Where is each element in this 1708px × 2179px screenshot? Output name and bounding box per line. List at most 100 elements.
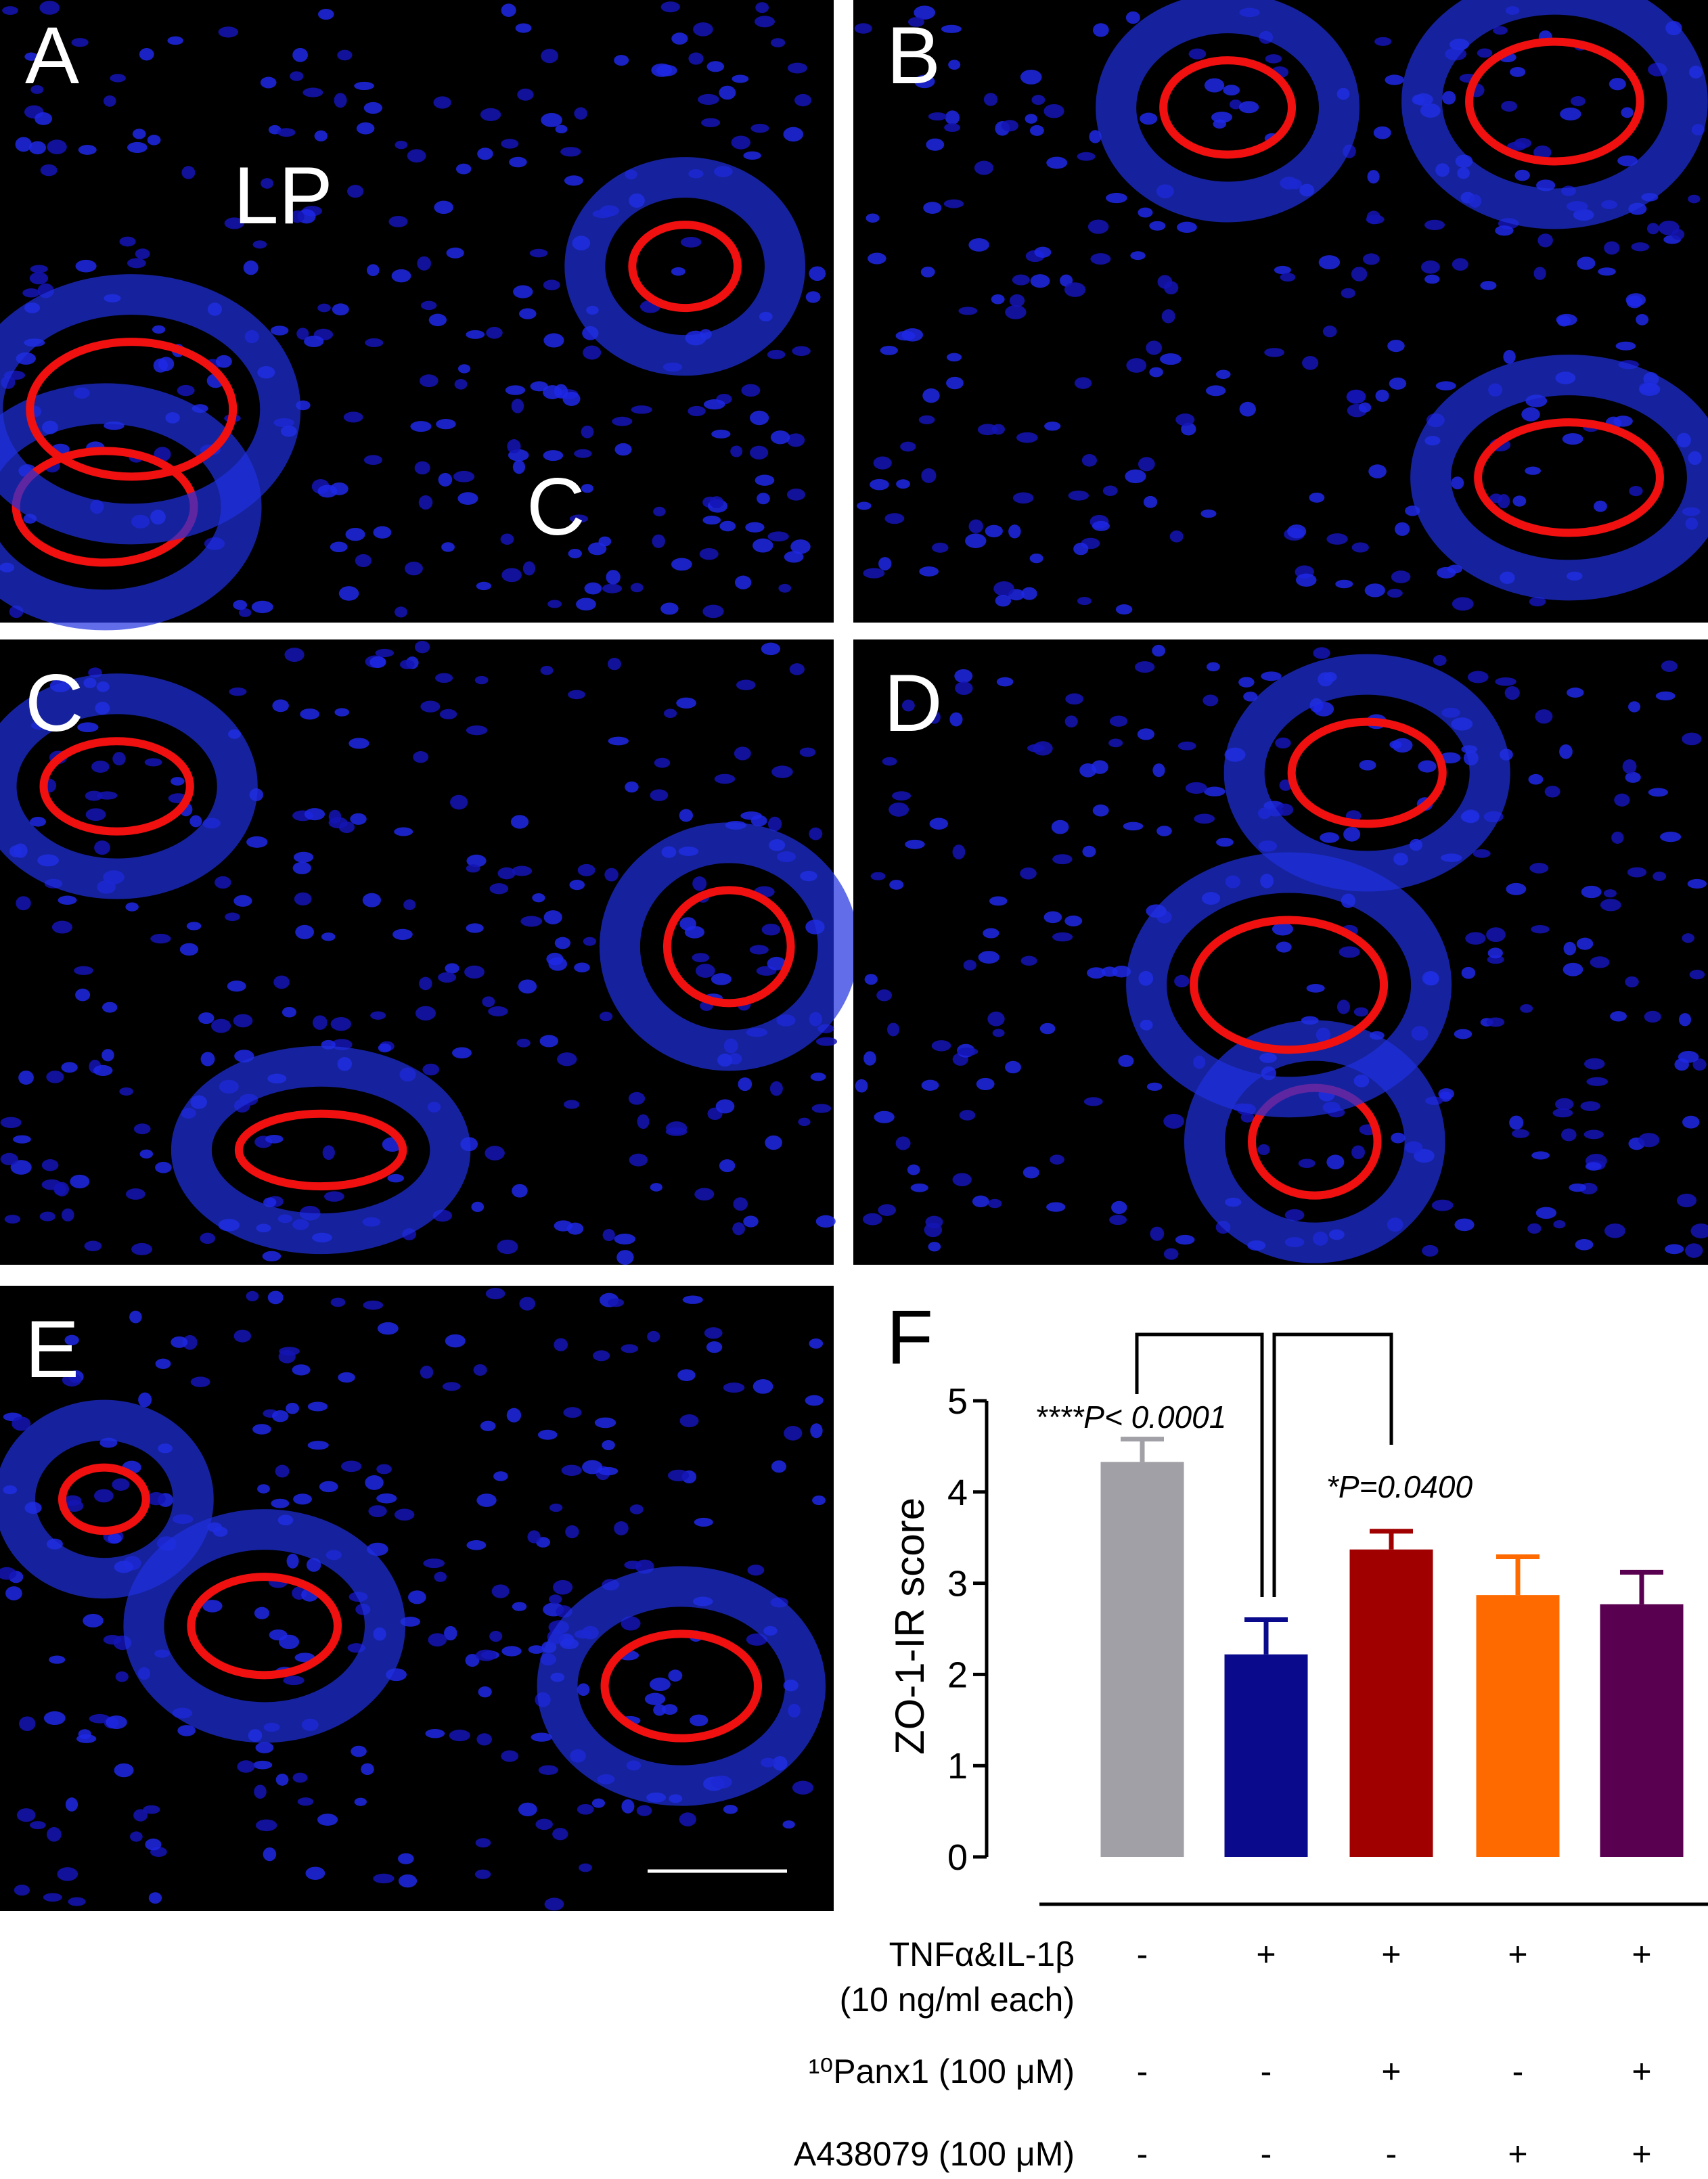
nucleus bbox=[350, 813, 367, 825]
nucleus bbox=[251, 600, 273, 614]
nucleus bbox=[1688, 194, 1701, 204]
nucleus bbox=[900, 441, 916, 452]
annotation: *P=0.0400 bbox=[1326, 1469, 1473, 1504]
nucleus bbox=[1009, 294, 1025, 307]
nucleus bbox=[181, 166, 196, 179]
nucleus bbox=[10, 1160, 32, 1175]
crypt bbox=[1126, 852, 1452, 1118]
nucleus bbox=[541, 49, 559, 64]
nucleus bbox=[408, 1590, 426, 1604]
nucleus bbox=[419, 374, 439, 388]
nucleus bbox=[119, 1087, 134, 1096]
nucleus bbox=[693, 22, 713, 37]
nucleus bbox=[977, 424, 998, 436]
nucleus bbox=[16, 896, 31, 911]
nucleus bbox=[730, 445, 743, 457]
nucleus bbox=[129, 1310, 142, 1324]
nucleus bbox=[1008, 524, 1021, 539]
nucleus bbox=[667, 1469, 690, 1481]
nucleus bbox=[237, 1760, 255, 1773]
nucleus bbox=[147, 135, 161, 145]
nucleus bbox=[46, 1826, 62, 1842]
nucleus bbox=[870, 872, 886, 880]
nucleus bbox=[914, 74, 935, 89]
nucleus bbox=[466, 330, 485, 339]
nucleus bbox=[272, 699, 289, 713]
nucleus bbox=[1064, 915, 1083, 926]
nucleus bbox=[1115, 604, 1133, 615]
nucleus bbox=[1389, 377, 1407, 390]
nucleus bbox=[392, 928, 413, 940]
nucleus bbox=[767, 531, 789, 542]
nucleus bbox=[286, 1402, 300, 1414]
nucleus bbox=[254, 1607, 270, 1619]
nucleus bbox=[629, 1504, 644, 1514]
nucleus bbox=[112, 1478, 130, 1491]
nucleus bbox=[792, 1780, 814, 1795]
nucleus bbox=[1215, 369, 1231, 379]
nucleus bbox=[1678, 1051, 1699, 1063]
nucleus bbox=[1052, 932, 1073, 942]
nucleus bbox=[876, 989, 893, 1002]
nucleus bbox=[507, 439, 521, 453]
nucleus bbox=[963, 960, 976, 971]
nucleus bbox=[732, 1222, 745, 1236]
nucleus bbox=[1012, 492, 1034, 504]
nucleus bbox=[293, 1493, 312, 1505]
nucleus bbox=[983, 928, 999, 939]
nucleus bbox=[1585, 1162, 1602, 1171]
nucleus bbox=[39, 1211, 55, 1221]
nucleus bbox=[787, 62, 807, 74]
nucleus bbox=[1452, 258, 1468, 271]
nucleus bbox=[1512, 495, 1527, 507]
nucleus bbox=[1560, 1128, 1577, 1142]
nucleus bbox=[233, 1329, 252, 1343]
nucleus bbox=[1106, 192, 1127, 204]
nucleus bbox=[680, 237, 702, 248]
nucleus bbox=[1313, 647, 1330, 659]
nucleus bbox=[200, 1052, 215, 1066]
nucleus bbox=[501, 1646, 522, 1657]
nucleus bbox=[387, 1173, 405, 1183]
nucleus bbox=[1552, 1108, 1573, 1118]
nucleus bbox=[1064, 715, 1078, 727]
nucleus bbox=[983, 93, 998, 106]
nucleus bbox=[30, 265, 48, 273]
nucleus bbox=[394, 827, 413, 836]
nucleus bbox=[914, 5, 936, 20]
nucleus bbox=[810, 1073, 826, 1081]
nucleus bbox=[798, 1117, 811, 1127]
nucleus bbox=[439, 709, 457, 720]
nucleus bbox=[786, 433, 805, 447]
nucleus bbox=[340, 1460, 362, 1473]
nucleus bbox=[1082, 845, 1096, 857]
nucleus bbox=[878, 1204, 897, 1216]
nucleus bbox=[75, 988, 91, 1002]
nucleus bbox=[211, 1018, 231, 1033]
nucleus bbox=[568, 690, 586, 700]
nucleus bbox=[356, 122, 375, 135]
nucleus bbox=[1089, 130, 1102, 143]
nucleus bbox=[1109, 1215, 1127, 1226]
nucleus bbox=[233, 1014, 253, 1028]
nucleus bbox=[1437, 566, 1456, 579]
nucleus bbox=[477, 148, 493, 160]
nucleus bbox=[1665, 1244, 1684, 1255]
nucleus bbox=[378, 1043, 392, 1053]
nucleus bbox=[103, 95, 116, 107]
nucleus bbox=[1631, 242, 1650, 252]
nucleus bbox=[1298, 1159, 1316, 1169]
nucleus bbox=[1687, 878, 1707, 889]
nucleus bbox=[1367, 170, 1380, 184]
nucleus bbox=[330, 1297, 346, 1307]
nucleus bbox=[1559, 744, 1573, 759]
nucleus bbox=[1326, 533, 1348, 545]
nucleus bbox=[94, 840, 110, 855]
nucleus bbox=[770, 38, 786, 47]
condition-label: ¹⁰Panx1 (100 μM) bbox=[809, 2052, 1075, 2090]
nucleus bbox=[454, 378, 468, 390]
nucleus bbox=[16, 1808, 36, 1822]
nucleus bbox=[243, 260, 259, 275]
nucleus bbox=[1461, 966, 1476, 979]
nucleus bbox=[532, 893, 545, 903]
